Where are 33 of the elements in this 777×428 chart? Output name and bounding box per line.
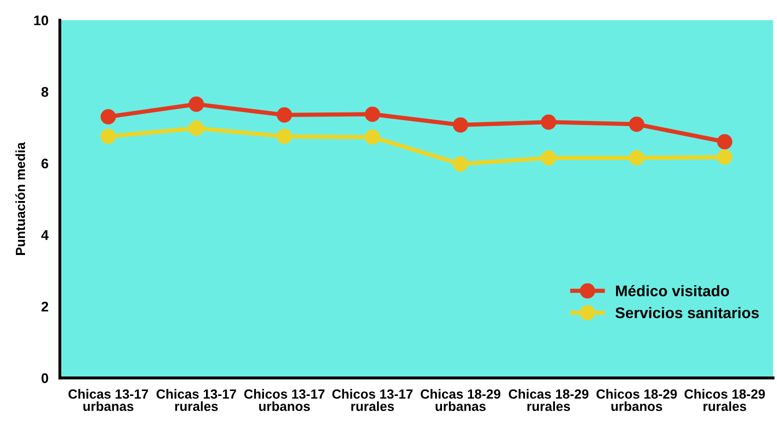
point <box>364 106 380 122</box>
y-tick-label: 0 <box>42 373 48 384</box>
y-tick-label: 2 <box>41 302 48 312</box>
point <box>452 156 468 172</box>
x-tick-label: Chicas 18-29 urbanas <box>420 389 500 412</box>
x-tick-label: Chicas 18-29 rurales <box>508 389 588 412</box>
x-tick-label: Chicas 13-17 rurales <box>156 389 236 412</box>
point <box>276 128 292 144</box>
x-tick-label: Chicos 13-17 rurales <box>332 389 413 412</box>
x-tick-label: Chicos 18-29 rurales <box>684 389 765 412</box>
point <box>188 96 204 112</box>
point <box>188 120 204 136</box>
point <box>628 116 644 132</box>
point <box>100 128 116 144</box>
point <box>717 134 732 150</box>
legend-label: Servicios sanitarios <box>615 306 759 318</box>
y-axis-title: Puntuación media <box>15 142 26 255</box>
point <box>100 109 116 124</box>
point <box>540 150 556 166</box>
x-tick-label: Chicos 18-29 urbanos <box>596 389 677 412</box>
x-tick-label: Chicos 13-17 urbanos <box>244 389 325 412</box>
y-tick-label: 4 <box>41 230 49 240</box>
point <box>717 150 732 165</box>
y-tick-label: 6 <box>42 158 48 168</box>
y-tick-label: 8 <box>41 87 48 97</box>
legend-label: Médico visitado <box>616 284 730 296</box>
point <box>276 107 292 123</box>
point <box>364 129 380 145</box>
point <box>452 117 468 133</box>
y-tick-label: 10 <box>34 15 48 26</box>
x-tick-label: Chicas 13-17 urbanas <box>68 389 148 412</box>
point <box>540 114 556 130</box>
point <box>628 150 644 166</box>
